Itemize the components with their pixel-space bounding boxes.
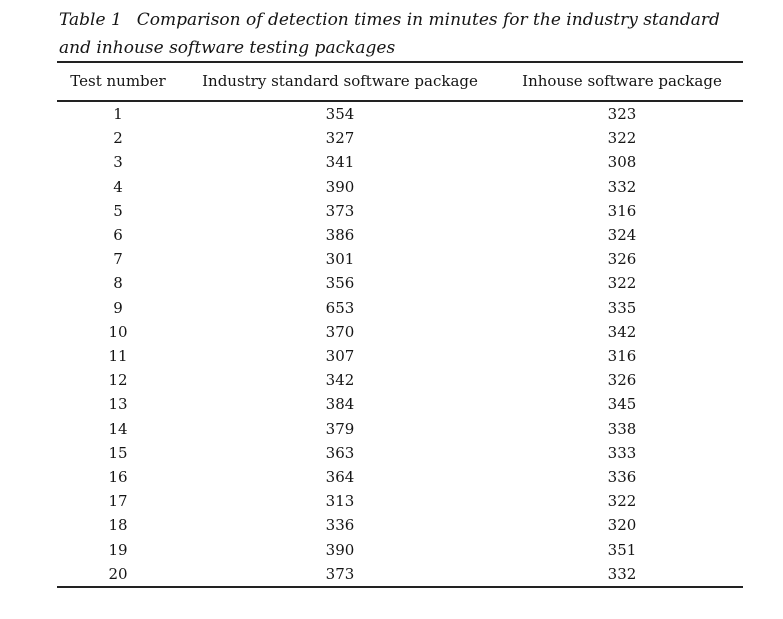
industry-time-cell: 653 <box>325 298 355 317</box>
table-row: 6 386 324 <box>57 223 743 247</box>
test-number-cell: 16 <box>108 468 128 487</box>
inhouse-time-cell: 333 <box>607 443 637 462</box>
test-number-cell: 10 <box>108 322 128 341</box>
industry-time-cell: 354 <box>325 105 355 123</box>
header-row: Test number Industry standard software p… <box>57 62 743 102</box>
test-number-cell: 6 <box>113 226 123 245</box>
inhouse-time-cell: 326 <box>607 250 637 269</box>
test-number-cell: 3 <box>113 153 123 172</box>
data-table: Test number Industry standard software p… <box>57 61 743 589</box>
table-row: 11 307 316 <box>57 344 743 368</box>
inhouse-time-cell: 308 <box>607 153 637 172</box>
inhouse-time-cell: 320 <box>607 516 637 535</box>
industry-time-cell: 313 <box>325 492 355 511</box>
test-number-cell: 1 <box>113 105 123 123</box>
test-number-cell: 12 <box>108 371 128 390</box>
table-row: 10 370 342 <box>57 320 743 344</box>
industry-time-cell: 370 <box>325 322 355 341</box>
table-row: 4 390 332 <box>57 175 743 199</box>
industry-time-cell: 384 <box>325 395 355 414</box>
table-row: 13 384 345 <box>57 392 743 416</box>
inhouse-time-cell: 323 <box>607 105 637 123</box>
inhouse-time-cell: 332 <box>607 564 637 583</box>
column-header-industry-standard: Industry standard software package <box>179 62 501 102</box>
industry-time-cell: 341 <box>325 153 355 172</box>
test-number-cell: 2 <box>113 129 123 148</box>
industry-time-cell: 327 <box>325 129 355 148</box>
inhouse-time-cell: 322 <box>607 492 637 511</box>
table-row: 16 364 336 <box>57 465 743 489</box>
table-row: 1 354 323 <box>57 101 743 126</box>
industry-time-cell: 301 <box>325 250 355 269</box>
table-row: 9 653 335 <box>57 296 743 320</box>
table-row: 19 390 351 <box>57 538 743 562</box>
test-number-cell: 17 <box>108 492 128 511</box>
industry-time-cell: 390 <box>325 177 355 196</box>
inhouse-time-cell: 338 <box>607 419 637 438</box>
table-row: 17 313 322 <box>57 489 743 513</box>
industry-time-cell: 373 <box>325 564 355 583</box>
test-number-cell: 20 <box>108 564 128 583</box>
test-number-cell: 9 <box>113 298 123 317</box>
inhouse-time-cell: 322 <box>607 129 637 148</box>
table-row: 14 379 338 <box>57 417 743 441</box>
table-body: 1 354 323 2 327 322 3 341 308 4 <box>57 101 743 587</box>
table-row: 3 341 308 <box>57 150 743 174</box>
table-row: 8 356 322 <box>57 271 743 295</box>
table-row: 5 373 316 <box>57 199 743 223</box>
inhouse-time-cell: 335 <box>607 298 637 317</box>
test-number-cell: 5 <box>113 201 123 220</box>
inhouse-time-cell: 322 <box>607 274 637 293</box>
table-row: 15 363 333 <box>57 441 743 465</box>
test-number-cell: 8 <box>113 274 123 293</box>
test-number-cell: 19 <box>108 540 128 559</box>
test-number-cell: 15 <box>108 443 128 462</box>
industry-time-cell: 390 <box>325 540 355 559</box>
inhouse-time-cell: 342 <box>607 322 637 341</box>
test-number-cell: 11 <box>108 347 128 366</box>
industry-time-cell: 363 <box>325 443 355 462</box>
inhouse-time-cell: 336 <box>607 468 637 487</box>
caption-text: Comparison of detection times in minutes… <box>59 10 720 58</box>
table-row: 12 342 326 <box>57 368 743 392</box>
test-number-cell: 13 <box>108 395 128 414</box>
industry-time-cell: 386 <box>325 226 355 245</box>
industry-time-cell: 307 <box>325 347 355 366</box>
inhouse-time-cell: 326 <box>607 371 637 390</box>
test-number-cell: 14 <box>108 419 128 438</box>
test-number-cell: 7 <box>113 250 123 269</box>
industry-time-cell: 342 <box>325 371 355 390</box>
industry-time-cell: 379 <box>325 419 355 438</box>
table-row: 7 301 326 <box>57 247 743 271</box>
inhouse-time-cell: 316 <box>607 201 637 220</box>
inhouse-time-cell: 316 <box>607 347 637 366</box>
table-row: 2 327 322 <box>57 126 743 150</box>
column-header-test-number: Test number <box>57 62 179 102</box>
test-number-cell: 18 <box>108 516 128 535</box>
table-row: 18 336 320 <box>57 513 743 537</box>
industry-time-cell: 356 <box>325 274 355 293</box>
table-row: 20 373 332 <box>57 562 743 587</box>
inhouse-time-cell: 324 <box>607 226 637 245</box>
inhouse-time-cell: 332 <box>607 177 637 196</box>
industry-time-cell: 373 <box>325 201 355 220</box>
caption-label: Table 1 <box>59 10 122 30</box>
industry-time-cell: 364 <box>325 468 355 487</box>
industry-time-cell: 336 <box>325 516 355 535</box>
column-header-inhouse: Inhouse software package <box>501 62 743 102</box>
inhouse-time-cell: 345 <box>607 395 637 414</box>
test-number-cell: 4 <box>113 177 123 196</box>
inhouse-time-cell: 351 <box>607 540 637 559</box>
table-caption: Table 1 Comparison of detection times in … <box>59 6 727 62</box>
